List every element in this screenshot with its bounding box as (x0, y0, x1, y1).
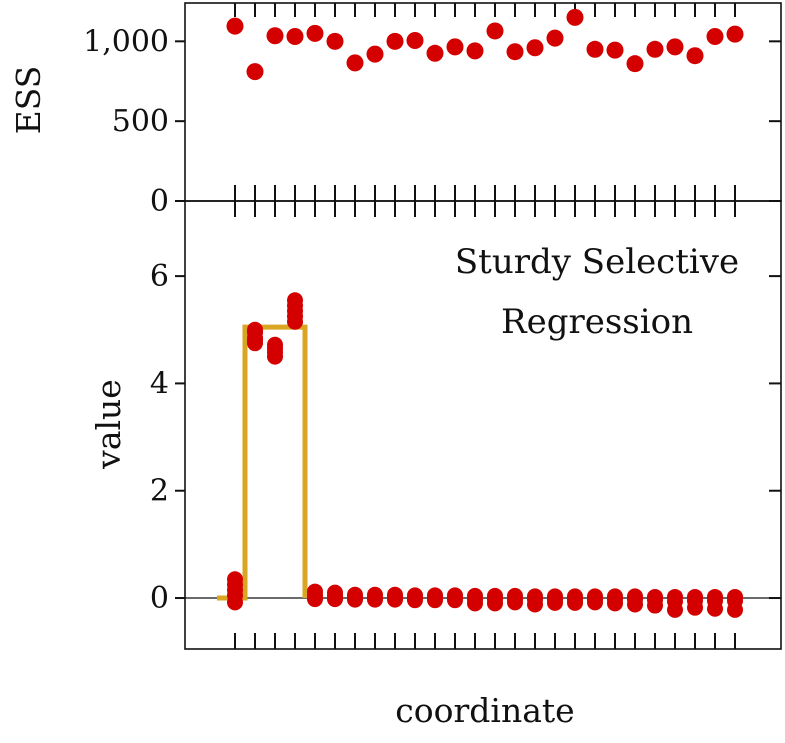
value-y-tick-label: 6 (150, 259, 169, 294)
annotation-line-1: Sturdy Selective (455, 242, 739, 282)
ess-point (366, 45, 384, 63)
estimate-point (387, 591, 403, 608)
ess-point (386, 32, 404, 50)
estimate-point (507, 594, 523, 611)
ess-y-tick-label: 1,000 (83, 24, 169, 59)
ess-point (526, 39, 544, 57)
estimate-point (347, 591, 363, 608)
estimate-point (647, 597, 663, 614)
ess-point (706, 28, 724, 46)
ess-point (286, 28, 304, 46)
estimate-point (287, 313, 303, 330)
estimate-point (267, 348, 283, 365)
annotation-line-2: Regression (501, 302, 693, 342)
estimate-point (247, 335, 263, 352)
ess-point (486, 22, 504, 40)
ess-point (226, 17, 244, 35)
value-y-tick-label: 4 (150, 366, 169, 401)
ess-axis-title: ESS (9, 66, 48, 135)
estimate-point (307, 591, 323, 608)
estimate-point (327, 591, 343, 608)
ess-point (346, 54, 364, 72)
ess-y-tick-label: 0 (150, 184, 169, 219)
ess-point (426, 44, 444, 62)
estimate-point (667, 601, 683, 618)
ess-point (306, 24, 324, 42)
ess-point (466, 42, 484, 60)
ess-point (506, 43, 524, 61)
estimate-point (707, 600, 723, 617)
estimate-point (427, 592, 443, 609)
ess-point (586, 40, 604, 58)
estimate-point (447, 592, 463, 609)
ess-point (266, 27, 284, 45)
ess-panel: 0 500 1,000 (83, 2, 782, 219)
ess-point (406, 32, 424, 50)
value-y-tick-label: 0 (150, 581, 169, 616)
value-axis-title: value (89, 379, 128, 470)
ess-point (446, 38, 464, 56)
ess-point (326, 32, 344, 50)
estimate-point (607, 595, 623, 612)
estimate-point (627, 596, 643, 613)
ess-point (246, 63, 264, 81)
estimate-point (567, 594, 583, 611)
ess-point (566, 8, 584, 26)
estimate-point (367, 591, 383, 608)
ess-point (646, 40, 664, 58)
ess-point (606, 41, 624, 59)
truth-step-line (217, 324, 308, 601)
x-axis-title: coordinate (395, 691, 574, 730)
ess-point (546, 29, 564, 47)
ess-point (666, 38, 684, 56)
value-plot-frame (184, 200, 782, 650)
estimate-point (727, 601, 743, 618)
value-panel: 0 2 4 6 (150, 200, 782, 650)
ess-point (626, 55, 644, 73)
estimate-point (467, 595, 483, 612)
estimate-point (487, 595, 503, 612)
estimate-point (407, 592, 423, 609)
estimate-point (227, 594, 243, 611)
ess-y-tick-label: 500 (112, 104, 169, 139)
estimate-point (527, 596, 543, 613)
value-y-tick-label: 2 (150, 474, 169, 509)
estimate-point (587, 594, 603, 611)
estimate-point (687, 599, 703, 616)
ess-point (686, 47, 704, 65)
ess-point (726, 25, 744, 43)
estimate-point (547, 594, 563, 611)
